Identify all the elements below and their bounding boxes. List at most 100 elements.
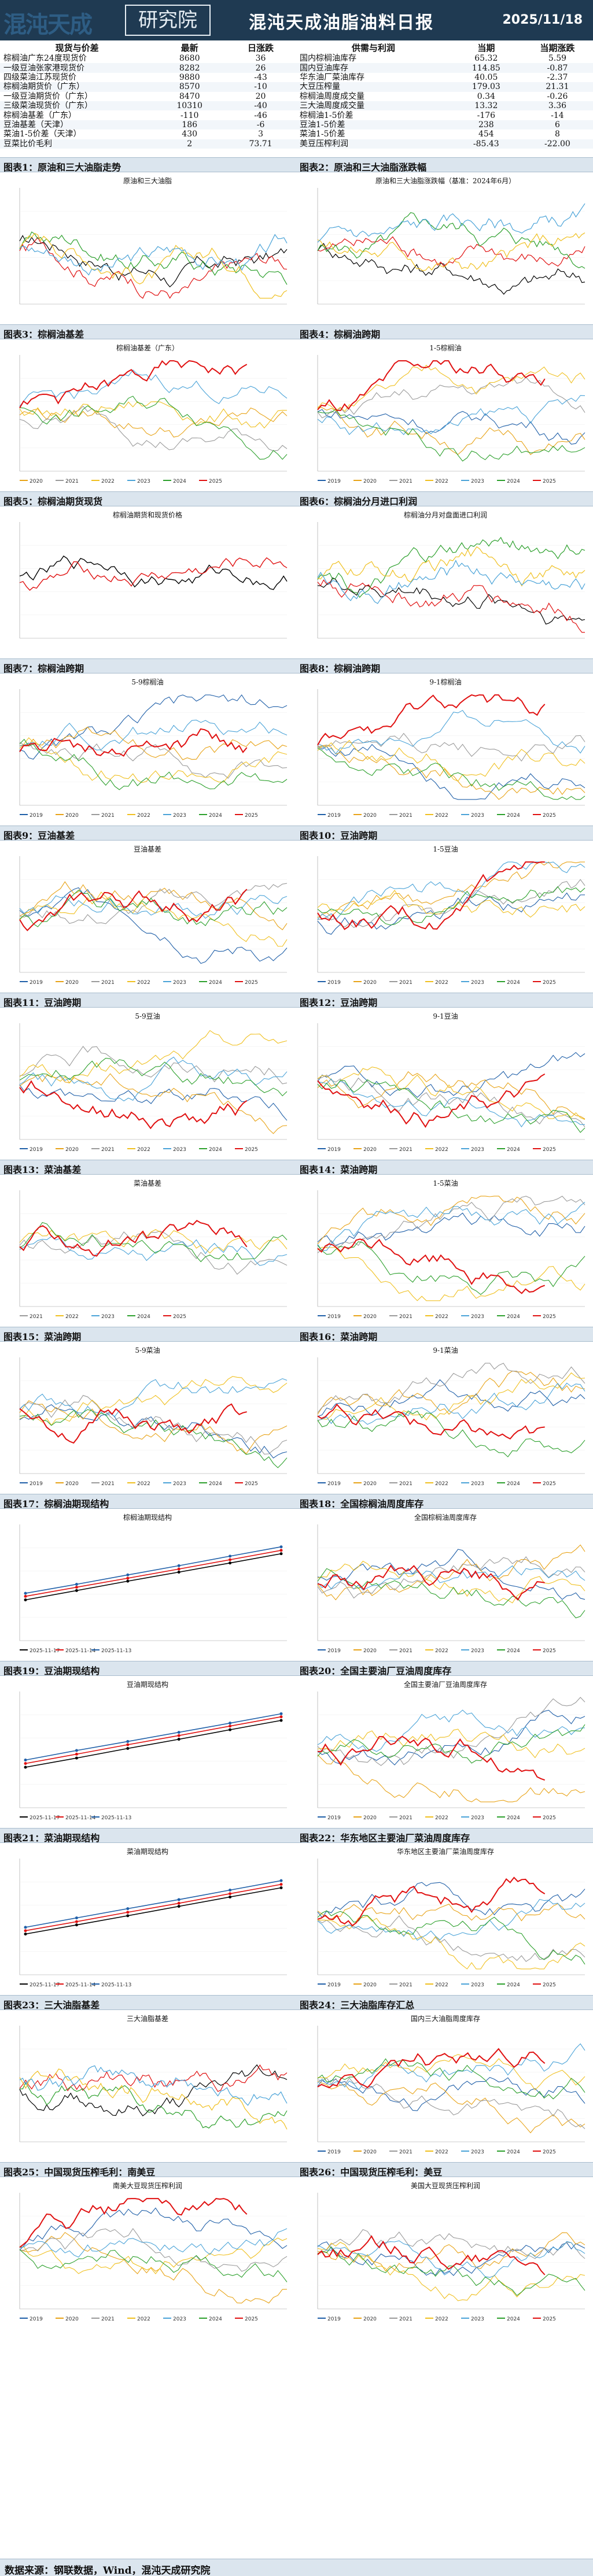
legend-label: 2022 [137,980,150,986]
cell-value: 73.71 [249,139,272,149]
series-line-2024 [19,1222,288,1263]
chart-svg: 1-5豆油 2019 2020 2021 2022 2023 2024 2025 [317,845,585,986]
cell-value: 6 [554,120,560,129]
legend-label: 2024 [507,479,520,484]
chart-title: 5-9豆油 [135,1012,160,1020]
cell-value: -0.26 [547,91,568,101]
structure-point [126,1747,130,1750]
chart-svg: 菜油期现结构 2025-11-17 2025-11-14 2025-11-13 [19,1847,287,1988]
chart-panel: 原油和三大油脂 [0,173,295,324]
legend-label: 2024 [507,2316,520,2322]
legend-label: 2024 [173,479,186,484]
figure-caption-right: 图表26：中国现货压榨毛利：美豆 [300,2167,443,2178]
series-line-2019 [317,892,585,935]
legend-label: 2022 [137,2316,150,2322]
legend-label: 2019 [327,479,341,484]
structure-point [177,1731,181,1734]
chart-svg: 豆油基差 2019 2020 2021 2022 2023 2024 2025 [19,845,288,986]
legend-label: 2019 [327,2316,341,2322]
cell-value: 8 [554,129,560,139]
chart-panel: 全国主要油厂豆油周度库存 2019 2020 2021 2022 2023 2024 2025 [298,1676,593,1827]
table-row: 大豆压榨量 179.03 21.31 [296,82,593,92]
series-line-2021 [19,1395,288,1454]
series-line-2020 [19,881,288,931]
cell-value: 430 [182,129,198,139]
series-line-2024 [19,739,288,790]
structure-point [126,1739,130,1743]
cell-value: -22.00 [544,139,570,149]
series-line [317,212,585,269]
series-line [317,243,585,295]
series-line-2025 [19,728,248,757]
row-label: 棕榈油期货价（广东） [3,82,84,92]
chart-title: 9-1菜油 [433,1346,458,1354]
legend-label: 2022 [137,813,150,819]
figure-caption-bar: 图表13：菜油基差 图表14：菜油跨期 [0,1160,593,1175]
legend-label: 2019 [30,980,43,986]
supply-demand-table: 供需与利润 当期 当期涨跌 国内棕榈油库存 65.32 5.59 国内豆油库存 114.85 -… [296,42,593,149]
series-line-2025 [317,2235,546,2275]
legend-label: 2023 [173,1147,186,1153]
table-row: 一级豆油期货价（广东） 8470 20 [0,91,296,101]
table-row: 棕榈油基差（广东） -110 -46 [0,110,296,120]
chart-panel: 5-9豆油 2019 2020 2021 2022 2023 2024 2025 [0,1008,295,1159]
column-header: 供需与利润 [351,43,395,53]
row-label: 豆菜比价毛利 [3,139,52,149]
series-line-2023 [317,1898,585,1941]
series-line-2019 [19,694,288,760]
figure-caption-bar: 图表21：菜油期现结构 图表22：华东地区主要油厂菜油周度库存 [0,1828,593,1844]
structure-point [75,1756,78,1760]
chart-panel: 1-5菜油 2019 2020 2021 2022 2023 2024 2025 [298,1175,593,1326]
series-line-2025 [19,1403,247,1444]
table-row: 三大油周度成交量 13.32 3.36 [296,101,593,111]
figure-caption-bar: 图表19：豆油期现结构 图表20：全国主要油厂豆油周度库存 [0,1661,593,1676]
cell-value: 9880 [179,72,200,82]
table-row: 华东油厂菜油库存 40.05 -2.37 [296,72,593,83]
legend-label: 2021 [101,980,115,986]
legend-label: 2019 [327,1147,341,1153]
legend-label: 2023 [173,980,186,986]
legend-label: 2024 [209,980,222,986]
structure-point [177,1571,181,1574]
series-line-2020 [19,408,288,438]
legend-label: 2024 [209,813,222,819]
chart-title: 5-9菜油 [135,1346,160,1354]
legend-label: 2020 [363,1147,377,1153]
series-line [19,2064,288,2116]
cell-value: 13.32 [474,101,498,111]
legend-label: 2023 [471,813,484,819]
chart-svg: 国内三大油脂周度库存 2019 2020 2021 2022 2023 2024 2025 [317,2014,585,2155]
structure-point [177,1898,181,1901]
series-line-2021 [317,1363,585,1413]
table-row: 美豆压榨利润 -85.43 -22.00 [296,139,593,149]
structure-point [24,1926,27,1929]
legend-label: 2025-11-14 [65,1648,96,1654]
series-line-2022 [19,2237,288,2274]
legend-label: 2025-11-13 [101,1982,131,1988]
cell-value: 8470 [179,91,200,101]
legend-label: 2025-11-14 [65,1982,96,1988]
legend-label: 2021 [399,1147,412,1153]
series-line-2025 [19,360,248,409]
series-line-2023 [19,1378,288,1417]
chart-title: 南美大豆现货压榨利润 [113,2181,182,2190]
figure-caption-right: 图表4：棕榈油跨期 [300,329,381,340]
legend-label: 2021 [399,1314,412,1320]
structure-point [24,1766,27,1769]
series-line-2021 [317,1074,585,1127]
structure-point [177,1905,181,1908]
cell-value: 186 [182,120,198,129]
structure-point [229,1892,232,1896]
series-line-2021 [19,1046,288,1085]
legend-label: 2025-11-17 [30,1648,60,1654]
column-header: 当期涨跌 [540,43,575,53]
column-header: 现货与价差 [55,43,99,53]
series-line-2021 [317,2077,585,2129]
chart-title: 国内三大油脂周度库存 [411,2014,480,2023]
column-header: 当期 [477,43,495,53]
row-label: 大豆压榨量 [300,82,340,92]
legend-label: 2020 [65,1481,79,1487]
series-line-2022 [317,1067,585,1120]
legend-label: 2023 [471,479,484,484]
chart-svg: 华东地区主要油厂菜油周度库存 2019 2020 2021 2022 2023 2024 20… [317,1847,585,1988]
